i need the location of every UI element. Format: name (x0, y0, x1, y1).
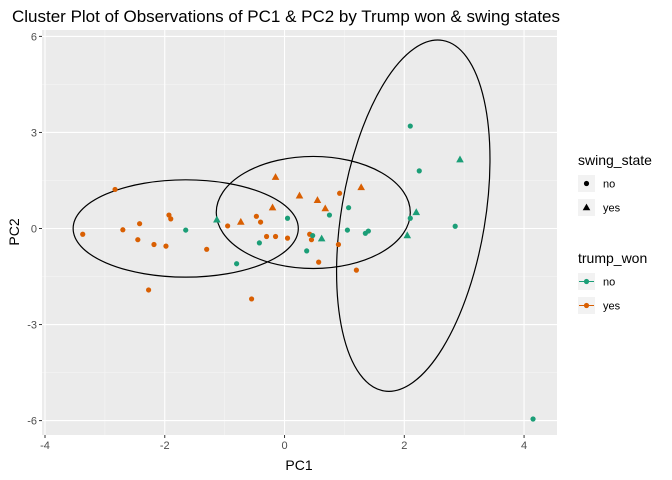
legend-swing-state-yes: yes (603, 203, 621, 215)
y-tick-label: 6 (31, 31, 37, 43)
data-point-triangle (268, 203, 277, 211)
data-point-circle (308, 237, 315, 243)
legend-trump-won: trump_won no yes (578, 250, 647, 314)
x-tick-label: -4 (40, 440, 50, 452)
legend-swing-state-title: swing_state (578, 152, 652, 168)
plot-panel (42, 30, 557, 435)
data-point-circle (263, 233, 270, 240)
data-point-circle (183, 227, 189, 233)
minor-gridlines (42, 30, 557, 435)
data-point-circle (530, 416, 536, 422)
data-point-circle (346, 205, 352, 211)
cluster-ellipse-2 (215, 155, 411, 270)
data-point-triangle (213, 215, 221, 223)
data-point-triangle (456, 155, 464, 163)
data-point-circle (120, 227, 126, 233)
y-tick-label: -6 (27, 416, 37, 428)
data-point-triangle (403, 231, 412, 239)
data-point-circle (257, 219, 264, 225)
data-point-circle (284, 235, 291, 241)
data-point-circle (256, 240, 262, 246)
data-point-circle (304, 248, 310, 254)
data-point-circle (253, 213, 259, 219)
data-point-circle (248, 296, 255, 302)
data-point-circle (344, 227, 351, 233)
data-point-triangle (412, 208, 421, 216)
major-gridlines (42, 30, 557, 435)
data-point-triangle (321, 204, 330, 212)
chart-title: Cluster Plot of Observations of PC1 & PC… (12, 7, 560, 26)
data-point-circle (310, 232, 316, 239)
cluster-ellipses (72, 39, 491, 392)
legend-trump-won-title: trump_won (578, 250, 647, 266)
cluster-ellipse-1 (72, 179, 299, 278)
data-point-circle (151, 241, 157, 248)
data-point-circle (407, 215, 413, 221)
data-point-circle (284, 215, 291, 221)
cluster-ellipse-3 (335, 39, 491, 392)
data-point-triangle (313, 196, 322, 203)
data-point-circle (452, 223, 458, 229)
data-point-triangle (357, 183, 365, 191)
data-point-circle (416, 168, 422, 174)
legend-swing-state: swing_state no yes (578, 152, 652, 216)
data-point-circle (326, 212, 333, 218)
data-point-circle (337, 190, 343, 196)
y-tick-label: 0 (31, 223, 37, 235)
y-axis-ticks: -6 -3 0 3 6 (27, 31, 42, 428)
data-point-circle (335, 241, 342, 248)
x-axis-ticks: -4 -2 0 2 4 (40, 435, 527, 452)
legend-trump-won-no: no (603, 277, 615, 289)
data-point-circle (204, 246, 210, 252)
data-point-circle (272, 233, 279, 240)
data-point-triangle (271, 173, 280, 180)
data-point-circle (112, 186, 118, 193)
data-point-circle (225, 223, 231, 229)
x-tick-label: 0 (281, 440, 287, 452)
legend-swing-state-no: no (603, 179, 615, 191)
legend-dot-yes (583, 302, 590, 309)
data-point-triangle (237, 217, 245, 225)
x-tick-label: 2 (401, 440, 407, 452)
data-point-circle (135, 237, 141, 243)
legend-trump-won-yes: yes (603, 301, 621, 313)
data-point-circle (137, 221, 143, 227)
x-tick-label: 4 (521, 440, 527, 452)
data-point-circle (234, 261, 240, 267)
y-tick-label: -3 (27, 320, 37, 332)
data-point-circle (163, 243, 169, 249)
data-point-triangle (295, 191, 304, 199)
legend-triangle-icon (582, 203, 591, 211)
y-axis-title: PC2 (6, 218, 22, 245)
data-point-circle (316, 259, 322, 265)
data-point-circle (353, 267, 359, 273)
legend-dot-no (583, 278, 590, 285)
legend-circle-icon (583, 180, 590, 187)
x-tick-label: -2 (160, 440, 170, 452)
data-point-circle (145, 287, 152, 293)
data-points (80, 123, 536, 422)
data-point-circle (365, 228, 371, 234)
data-point-circle (407, 123, 413, 129)
data-point-circle (168, 216, 174, 222)
y-tick-label: 3 (31, 127, 37, 139)
x-axis-title: PC1 (285, 457, 312, 473)
data-point-circle (80, 231, 86, 237)
data-point-triangle (317, 234, 326, 242)
